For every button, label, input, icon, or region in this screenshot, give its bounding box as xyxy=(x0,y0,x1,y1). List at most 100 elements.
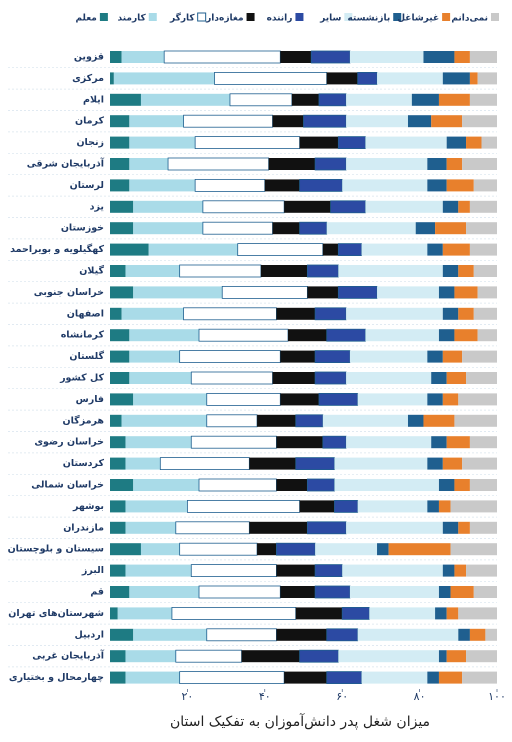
category-label: اردبیل xyxy=(74,629,104,640)
bar-segment xyxy=(326,72,358,85)
x-tick-label: ۴۰ xyxy=(259,690,271,703)
bar-segment xyxy=(299,221,328,235)
bar-segment xyxy=(357,72,378,85)
bar-segment xyxy=(469,521,497,534)
bar-segment xyxy=(280,586,316,598)
bar-segment xyxy=(110,350,130,363)
bar-segment xyxy=(330,200,366,214)
bar-segment xyxy=(206,392,281,406)
bar-segment xyxy=(179,264,262,278)
category-label: خراسان شمالی xyxy=(31,480,104,491)
category-label: کرمانشاه xyxy=(61,330,105,341)
bar-segment xyxy=(249,457,296,470)
bar-segment xyxy=(469,93,497,106)
legend-label: راننده xyxy=(267,14,293,24)
bar-segment xyxy=(129,136,196,149)
bar-segment xyxy=(427,350,443,363)
bar-segment xyxy=(458,393,497,406)
bar-segment xyxy=(446,372,467,384)
legend-label: غیرشاغل xyxy=(397,14,439,24)
bar-segment xyxy=(442,393,459,406)
bar-segment xyxy=(442,457,463,470)
bar-segment xyxy=(110,586,130,598)
bar-segment xyxy=(427,243,443,256)
bar-segment xyxy=(477,286,497,299)
bar-segment xyxy=(314,371,347,385)
bar-segment xyxy=(175,649,242,663)
bar-segment xyxy=(306,478,335,492)
bar-segment xyxy=(349,586,439,598)
bar-segment xyxy=(423,414,455,427)
bar-segment xyxy=(133,479,200,491)
bar-segment xyxy=(466,372,497,384)
x-tick-label: ۱۰۰ xyxy=(488,690,506,703)
bar-segment xyxy=(280,350,316,363)
legend-label: کارگر xyxy=(169,12,195,24)
bar-segment xyxy=(442,243,470,256)
category-label: فارس xyxy=(76,394,104,405)
category-label: کهگیلویه و بویراحمد xyxy=(10,243,104,255)
bar-segment xyxy=(310,50,351,64)
bar-segment xyxy=(314,307,347,321)
bar-segment xyxy=(411,93,439,106)
bar-segment xyxy=(485,628,497,641)
bar-segment xyxy=(346,521,443,534)
bar-segment xyxy=(159,457,250,471)
bar-segment xyxy=(466,650,497,663)
bar-segment xyxy=(365,329,439,342)
bar-segment xyxy=(110,457,126,470)
legend-label: سایر xyxy=(319,14,341,24)
bar-segment xyxy=(346,115,408,128)
legend-swatch xyxy=(393,13,402,21)
bar-segment xyxy=(369,607,436,620)
bar-segment xyxy=(121,414,207,427)
bar-segment xyxy=(276,628,327,641)
category-label: مازندران xyxy=(63,522,104,533)
bar-segment xyxy=(446,158,463,170)
bar-segment xyxy=(291,93,319,106)
bar-segment xyxy=(129,179,196,192)
bar-segment xyxy=(326,671,362,684)
bar-segment xyxy=(121,51,165,63)
bar-segment xyxy=(249,521,308,534)
bar-segment xyxy=(140,93,230,106)
category-label: کل کشور xyxy=(59,373,104,384)
bar-segment xyxy=(342,564,443,577)
bar-segment xyxy=(276,564,316,577)
legend-swatch xyxy=(148,13,157,21)
bar-segment xyxy=(462,457,497,470)
bar-segment xyxy=(264,179,300,192)
bar-segment xyxy=(110,93,141,106)
bar-segment xyxy=(148,243,238,256)
bar-segment xyxy=(284,200,331,213)
bar-segment xyxy=(357,393,428,406)
category-label: چهارمحال و بختیاری xyxy=(9,672,104,683)
bar-segment xyxy=(458,307,474,320)
bar-segment xyxy=(121,307,184,320)
bar-segment xyxy=(466,564,497,577)
bar-segment xyxy=(450,586,474,598)
bar-segment xyxy=(462,350,497,363)
bar-segment xyxy=(446,136,467,149)
legend-swatch xyxy=(246,13,255,21)
bar-segment xyxy=(295,457,335,471)
bar-segment xyxy=(288,329,327,342)
bar-segment xyxy=(318,392,359,406)
bar-segment xyxy=(110,543,141,556)
bar-segment xyxy=(450,500,497,513)
category-label: مرکزی xyxy=(72,73,104,84)
bar-segment xyxy=(257,414,296,427)
bar-segment xyxy=(337,136,366,150)
bar-segment xyxy=(481,136,497,149)
category-label: گلستان xyxy=(69,350,104,362)
bar-segment xyxy=(125,671,180,684)
bar-segment xyxy=(110,115,130,128)
bar-segment xyxy=(322,414,408,427)
bar-segment xyxy=(388,543,451,556)
bar-segment xyxy=(342,179,428,192)
category-label: اصفهان xyxy=(67,308,104,319)
bar-segment xyxy=(438,93,470,106)
bar-segment xyxy=(299,136,339,149)
bar-segment xyxy=(473,179,497,192)
